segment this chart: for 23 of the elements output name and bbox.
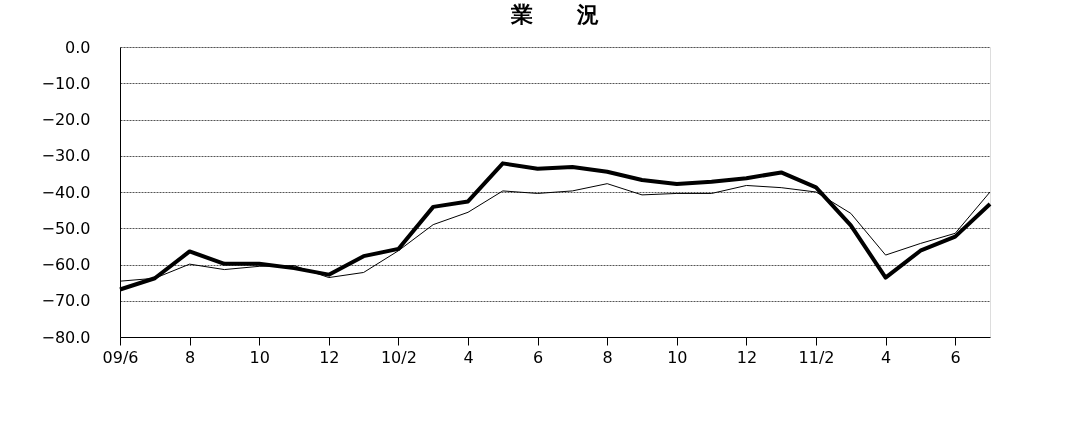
- x-tick-label: 6: [533, 347, 544, 367]
- y-tick-label: −20.0: [41, 110, 91, 129]
- y-tick-label: −30.0: [41, 146, 91, 166]
- y-tick-label: −40.0: [41, 182, 91, 202]
- y-tick-label: 0.0: [65, 37, 91, 57]
- x-tick-label: 8: [602, 347, 613, 367]
- y-tick-label: −70.0: [41, 291, 91, 311]
- x-tick-label: 6: [950, 347, 961, 367]
- y-tick-label: −50.0: [41, 218, 91, 238]
- x-tick-label: 09/6: [102, 347, 139, 367]
- x-tick-label: 10: [667, 347, 688, 367]
- x-tick-label: 10/2: [380, 347, 417, 367]
- x-tick-label: 10: [249, 347, 270, 367]
- chart-title: 業 況: [510, 2, 599, 27]
- x-tick-label: 12: [736, 347, 758, 367]
- x-tick-label: 11/2: [798, 347, 835, 367]
- x-tick-label: 8: [185, 347, 196, 367]
- x-tick-label: 4: [463, 347, 474, 367]
- y-tick-label: −10.0: [41, 73, 91, 93]
- y-tick-label: −80.0: [41, 327, 91, 347]
- y-tick-label: −60.0: [41, 255, 91, 274]
- x-tick-label: 12: [319, 347, 340, 367]
- x-tick-label: 4: [881, 347, 892, 367]
